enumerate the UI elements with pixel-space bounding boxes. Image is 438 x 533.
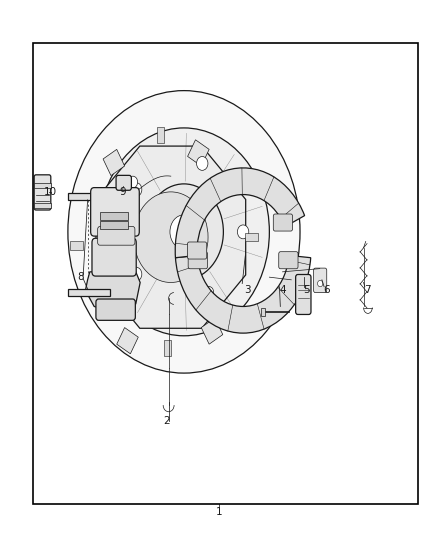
Wedge shape [175, 168, 304, 258]
Circle shape [211, 185, 221, 197]
Bar [100, 221, 128, 229]
FancyBboxPatch shape [188, 252, 208, 269]
FancyBboxPatch shape [314, 268, 327, 293]
Circle shape [170, 215, 198, 249]
Text: 5: 5 [303, 286, 310, 295]
FancyBboxPatch shape [279, 252, 298, 269]
Text: 4: 4 [279, 286, 286, 295]
Bar [157, 127, 164, 143]
FancyBboxPatch shape [34, 175, 51, 210]
Text: 9: 9 [119, 187, 126, 197]
Bar [187, 140, 209, 166]
Text: 10: 10 [44, 187, 57, 197]
Circle shape [131, 267, 142, 281]
Circle shape [131, 183, 142, 197]
Circle shape [237, 225, 249, 239]
Circle shape [134, 192, 208, 282]
Polygon shape [85, 272, 140, 312]
Circle shape [121, 278, 131, 289]
FancyBboxPatch shape [92, 238, 136, 276]
Bar [117, 328, 138, 354]
Circle shape [99, 128, 269, 336]
Bar [261, 308, 265, 316]
Bar [68, 193, 110, 200]
FancyBboxPatch shape [187, 242, 207, 259]
FancyBboxPatch shape [96, 299, 135, 320]
Bar [245, 233, 258, 241]
Circle shape [318, 280, 323, 287]
Text: 8: 8 [78, 272, 85, 282]
Bar [201, 318, 223, 344]
Bar [70, 241, 83, 250]
FancyBboxPatch shape [116, 175, 131, 190]
FancyBboxPatch shape [98, 227, 135, 245]
Bar [33, 43, 418, 504]
Text: 3: 3 [244, 286, 251, 295]
Text: 2: 2 [163, 416, 170, 426]
Text: 7: 7 [364, 286, 371, 295]
Circle shape [197, 157, 208, 171]
Circle shape [145, 184, 223, 280]
FancyBboxPatch shape [296, 274, 311, 314]
Bar [34, 183, 51, 188]
Text: 1: 1 [215, 507, 223, 516]
Bar [103, 149, 125, 175]
Circle shape [204, 286, 214, 298]
Circle shape [128, 176, 138, 188]
Bar [100, 212, 128, 220]
Circle shape [68, 91, 300, 373]
FancyBboxPatch shape [273, 214, 293, 231]
Bar [164, 340, 171, 356]
Bar [34, 203, 51, 208]
Bar [68, 289, 110, 296]
Polygon shape [96, 146, 246, 328]
Wedge shape [176, 255, 311, 333]
Text: 6: 6 [323, 286, 330, 295]
Circle shape [197, 293, 208, 307]
FancyBboxPatch shape [91, 188, 139, 236]
